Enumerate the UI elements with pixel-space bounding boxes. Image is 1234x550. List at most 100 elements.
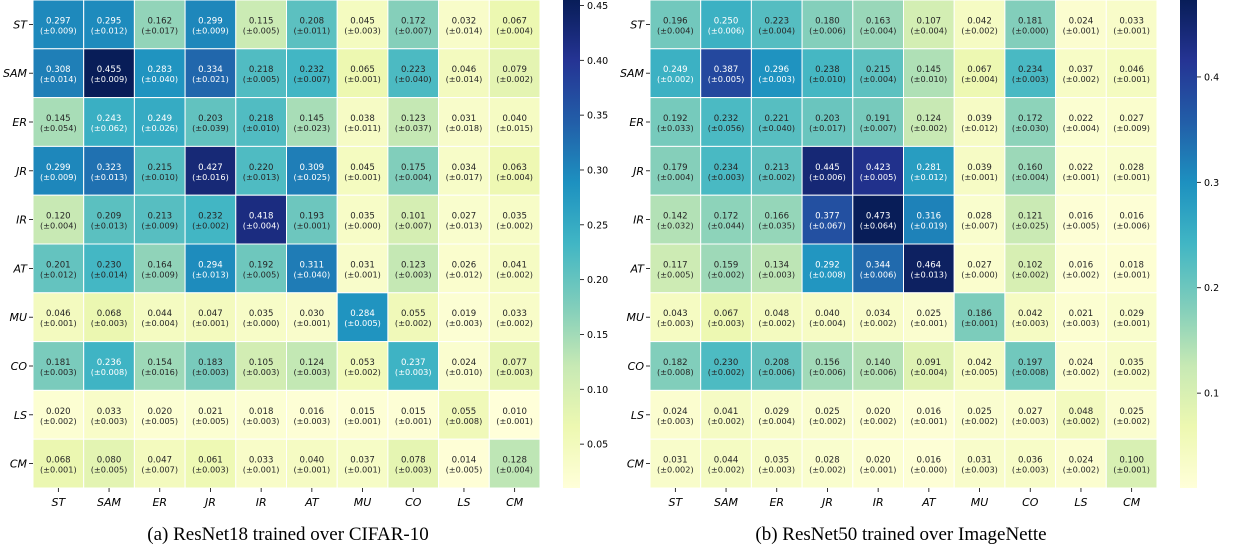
heatmap-cell [336, 243, 389, 294]
heatmap-cell [184, 48, 237, 99]
cell-std-label: (±0.032) [657, 221, 694, 231]
heatmap-cell [1055, 145, 1107, 196]
heatmap-cell [1105, 0, 1158, 50]
cell-std-label: (±0.001) [1113, 74, 1150, 84]
cell-value-label: 0.311 [300, 260, 325, 270]
cell-std-label: (±0.006) [860, 367, 897, 377]
cell-value-label: 0.232 [198, 212, 223, 222]
cell-value-label: 0.172 [1018, 114, 1043, 124]
heatmap-cell [488, 438, 541, 489]
cell-std-label: (±0.002) [708, 269, 745, 279]
colorbar-tick-label: 0.40 [587, 56, 608, 67]
cell-std-label: (±0.000) [243, 318, 280, 328]
cell-value-label: 0.055 [452, 407, 477, 417]
cell-value-label: 0.024 [452, 358, 477, 368]
heatmap-cell [750, 292, 803, 343]
row-tick-label: CM [10, 458, 28, 471]
cell-std-label: (±0.001) [961, 172, 998, 182]
row-tick-label: LS [14, 409, 27, 422]
heatmap-cell [387, 0, 440, 50]
cell-value-label: 0.308 [46, 65, 71, 75]
heatmap-cell [286, 194, 338, 245]
col-tick-label: SAM [714, 496, 739, 509]
cell-value-label: 0.014 [452, 456, 477, 466]
heatmap-cell [953, 243, 1006, 294]
heatmap-cell [1004, 97, 1057, 147]
cell-std-label: (±0.006) [708, 25, 745, 35]
heatmap-cell [235, 243, 288, 294]
cell-std-label: (±0.009) [141, 269, 178, 279]
cell-std-label: (±0.003) [91, 318, 128, 328]
cell-std-label: (±0.064) [860, 221, 897, 231]
cell-value-label: 0.091 [917, 358, 942, 368]
heatmap-cell [700, 243, 752, 294]
cell-std-label: (±0.017) [446, 172, 483, 182]
heatmap-cell [83, 389, 135, 440]
cell-value-label: 0.203 [815, 114, 840, 124]
heatmap-cell [83, 438, 135, 489]
heatmap-cell [286, 0, 338, 50]
cell-value-label: 0.208 [764, 358, 789, 368]
cell-value-label: 0.035 [1119, 358, 1144, 368]
cell-std-label: (±0.005) [243, 74, 280, 84]
heatmap-cell [488, 48, 541, 99]
cell-value-label: 0.295 [97, 16, 122, 26]
heatmap-cell [438, 438, 490, 489]
cell-value-label: 0.128 [502, 456, 527, 466]
colorbar-gradient [563, 0, 580, 488]
heatmap-cell [750, 438, 803, 489]
cell-std-label: (±0.003) [243, 416, 280, 426]
cell-value-label: 0.042 [1018, 309, 1043, 319]
heatmap-cell [387, 243, 440, 294]
cell-value-label: 0.015 [350, 407, 375, 417]
heatmap-cell [184, 292, 237, 343]
cell-std-label: (±0.001) [1113, 465, 1150, 475]
row-tick-label: JR [631, 165, 644, 178]
cell-std-label: (±0.006) [758, 367, 795, 377]
heatmap-cell [1105, 389, 1158, 440]
heatmap-cell [235, 48, 288, 99]
heatmap-cell [1004, 389, 1057, 440]
cell-std-label: (±0.002) [496, 221, 533, 231]
heatmap-cell [801, 194, 854, 245]
cell-std-label: (±0.005) [708, 74, 745, 84]
heatmap-cell [903, 243, 955, 294]
cell-value-label: 0.175 [401, 163, 426, 173]
cell-value-label: 0.020 [147, 407, 172, 417]
cell-std-label: (±0.013) [91, 172, 128, 182]
cell-value-label: 0.107 [917, 16, 942, 26]
cell-value-label: 0.048 [1069, 407, 1094, 417]
cell-value-label: 0.019 [452, 309, 477, 319]
cell-std-label: (±0.007) [141, 465, 178, 475]
colorbar-tick-label: 0.30 [587, 165, 608, 176]
row-tick-label: JR [14, 165, 27, 178]
cell-value-label: 0.181 [46, 358, 71, 368]
col-tick-label: IR [873, 496, 884, 509]
cell-std-label: (±0.003) [1012, 74, 1049, 84]
colorbar-tick-label: 0.15 [587, 330, 608, 341]
cell-std-label: (±0.003) [395, 367, 432, 377]
cell-std-label: (±0.001) [910, 416, 947, 426]
cell-value-label: 0.067 [967, 65, 992, 75]
cell-value-label: 0.067 [502, 16, 527, 26]
cell-std-label: (±0.013) [243, 172, 280, 182]
cell-std-label: (±0.006) [809, 25, 846, 35]
heatmap-cell [235, 438, 288, 489]
cell-value-label: 0.316 [917, 212, 942, 222]
cell-value-label: 0.016 [917, 407, 942, 417]
cell-std-label: (±0.001) [192, 318, 229, 328]
cell-value-label: 0.145 [46, 114, 71, 124]
cell-std-label: (±0.002) [344, 367, 381, 377]
cell-std-label: (±0.003) [293, 416, 330, 426]
cell-std-label: (±0.003) [1012, 318, 1049, 328]
cell-value-label: 0.163 [866, 16, 891, 26]
cell-value-label: 0.047 [198, 309, 223, 319]
heatmap-cell [387, 389, 440, 440]
cell-std-label: (±0.010) [243, 123, 280, 133]
heatmap-cell [32, 341, 85, 391]
cell-value-label: 0.036 [1018, 456, 1043, 466]
col-tick-label: JR [203, 496, 216, 509]
heatmap-cell [953, 341, 1006, 391]
heatmap-cell [1004, 194, 1057, 245]
heatmap-cell [1105, 48, 1158, 99]
